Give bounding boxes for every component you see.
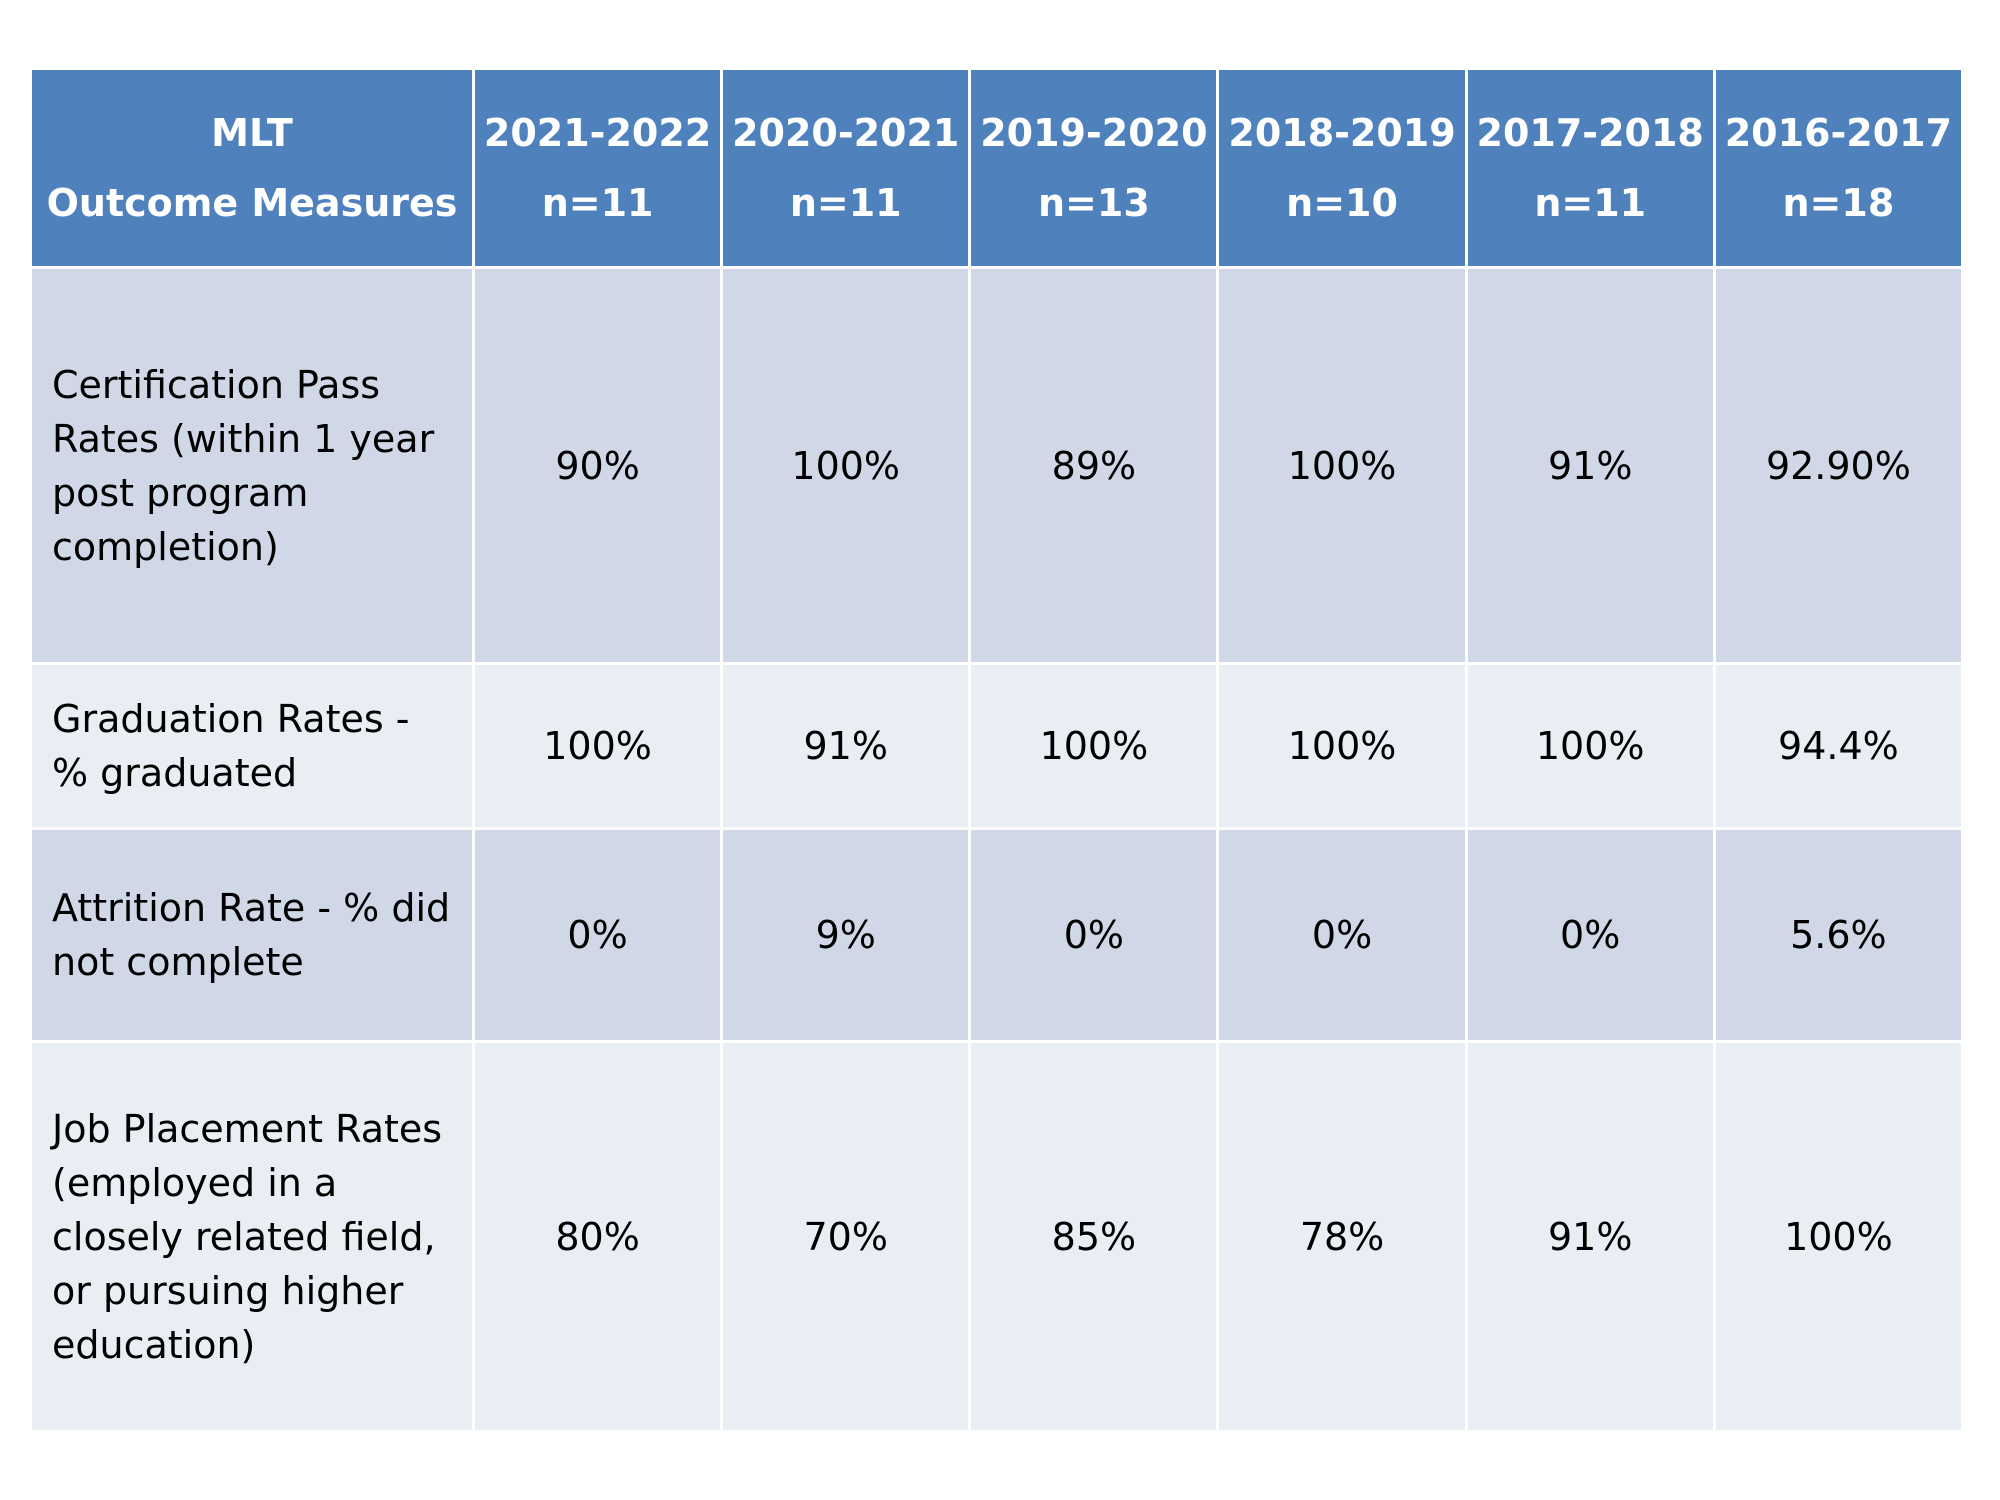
table-cell-value: 0% xyxy=(475,830,721,1040)
table-row-attrition-rate: Attrition Rate - % did not complete 0% 9… xyxy=(32,830,1961,1040)
header-year-col: 2021-2022 n=11 xyxy=(475,70,721,266)
measure-label: Attrition Rate - % did not complete xyxy=(32,830,472,1040)
table-cell-value: 91% xyxy=(1467,1043,1713,1430)
outcome-measures-table-container: MLT Outcome Measures 2021-2022 n=11 2020… xyxy=(32,70,1967,1430)
table-cell-value: 90% xyxy=(475,269,721,662)
header-year-n: n=11 xyxy=(541,181,654,225)
table-cell-value: 92.90% xyxy=(1715,269,1961,662)
table-cell-value: 0% xyxy=(1467,830,1713,1040)
measure-label: Job Placement Rates (employed in a close… xyxy=(32,1043,472,1430)
table-cell-value: 85% xyxy=(971,1043,1217,1430)
table-cell-value: 100% xyxy=(475,665,721,827)
measure-label: Certification Pass Rates (within 1 year … xyxy=(32,269,472,662)
table-cell-value: 9% xyxy=(723,830,969,1040)
table-header-row: MLT Outcome Measures 2021-2022 n=11 2020… xyxy=(32,70,1961,266)
table-cell-value: 100% xyxy=(1467,665,1713,827)
header-measure-title-line2: Outcome Measures xyxy=(46,181,458,225)
table-cell-value: 0% xyxy=(1219,830,1465,1040)
header-year-n: n=11 xyxy=(1534,181,1647,225)
header-measure-title-line1: MLT xyxy=(211,111,293,155)
table-cell-value: 94.4% xyxy=(1715,665,1961,827)
table-cell-value: 0% xyxy=(971,830,1217,1040)
table-cell-value: 100% xyxy=(1219,269,1465,662)
header-year-label: 2016-2017 xyxy=(1724,111,1953,155)
header-year-n: n=11 xyxy=(789,181,902,225)
header-year-label: 2018-2019 xyxy=(1228,111,1456,155)
header-year-n: n=18 xyxy=(1782,181,1895,225)
table-row-job-placement-rates: Job Placement Rates (employed in a close… xyxy=(32,1043,1961,1430)
table-cell-value: 89% xyxy=(971,269,1217,662)
header-year-col: 2016-2017 n=18 xyxy=(1715,70,1961,266)
table-cell-value: 100% xyxy=(971,665,1217,827)
table-row-certification-pass-rates: Certification Pass Rates (within 1 year … xyxy=(32,269,1961,662)
table-cell-value: 100% xyxy=(1219,665,1465,827)
outcome-measures-table: MLT Outcome Measures 2021-2022 n=11 2020… xyxy=(29,67,1964,1433)
header-year-n: n=13 xyxy=(1038,181,1150,225)
table-cell-value: 70% xyxy=(723,1043,969,1430)
header-year-col: 2019-2020 n=13 xyxy=(971,70,1217,266)
table-cell-value: 91% xyxy=(723,665,969,827)
table-cell-value: 5.6% xyxy=(1715,830,1961,1040)
header-year-label: 2021-2022 xyxy=(483,111,712,155)
table-cell-value: 80% xyxy=(475,1043,721,1430)
header-year-label: 2020-2021 xyxy=(732,111,960,155)
measure-label: Graduation Rates - % graduated xyxy=(32,665,472,827)
header-measure-title: MLT Outcome Measures xyxy=(32,70,472,266)
table-row-graduation-rates: Graduation Rates - % graduated 100% 91% … xyxy=(32,665,1961,827)
header-year-col: 2020-2021 n=11 xyxy=(723,70,969,266)
table-cell-value: 91% xyxy=(1467,269,1713,662)
header-year-label: 2017-2018 xyxy=(1476,111,1704,155)
header-year-col: 2018-2019 n=10 xyxy=(1219,70,1465,266)
table-cell-value: 78% xyxy=(1219,1043,1465,1430)
header-year-col: 2017-2018 n=11 xyxy=(1467,70,1713,266)
table-cell-value: 100% xyxy=(1715,1043,1961,1430)
table-cell-value: 100% xyxy=(723,269,969,662)
header-year-n: n=10 xyxy=(1286,181,1398,225)
header-year-label: 2019-2020 xyxy=(980,111,1208,155)
